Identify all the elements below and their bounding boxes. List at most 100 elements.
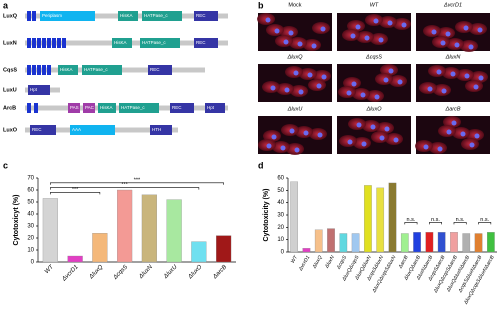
bar [302, 248, 311, 253]
domain [140, 38, 180, 48]
domain-label: PAC [85, 105, 95, 110]
domain [82, 65, 122, 75]
domain [148, 65, 172, 75]
nucleus [440, 40, 446, 46]
nucleus [473, 84, 479, 90]
transmembrane [32, 65, 36, 75]
nucleus [271, 134, 277, 140]
y-tick-label: 0 [31, 260, 35, 266]
y-tick-label: 60 [27, 188, 34, 194]
bar [191, 241, 207, 263]
bar [42, 198, 58, 263]
transmembrane [34, 103, 38, 113]
bar [487, 232, 495, 253]
nucleus [427, 86, 433, 92]
nucleus [316, 83, 322, 89]
significance-label: n.s. [431, 217, 440, 223]
y-axis-label: Cytotoxicity (%) [263, 189, 270, 242]
nucleus [311, 43, 317, 49]
significance-label: n.s. [456, 217, 465, 223]
nucleus [454, 42, 460, 48]
y-tick-label: 60 [277, 176, 284, 182]
bar [462, 233, 471, 253]
nucleus [374, 94, 380, 100]
significance-bracket [429, 222, 442, 225]
nucleus [270, 85, 276, 91]
x-tick-label: WT [44, 263, 56, 275]
domain [58, 65, 78, 75]
nucleus [387, 20, 393, 26]
protein-name: LuxN [3, 40, 17, 46]
x-tick-label: ΔluxN [138, 264, 155, 281]
x-tick-label: ΔvcrD1 [61, 264, 80, 283]
bar [141, 194, 157, 263]
transmembrane [42, 38, 46, 48]
bar [314, 229, 323, 253]
nucleus [346, 90, 352, 96]
domain-label: HATPase_c [84, 67, 108, 72]
nucleus [297, 41, 303, 47]
protein-name: ArcB [3, 105, 16, 111]
nucleus [437, 146, 443, 152]
transmembrane [27, 11, 31, 21]
significance-bracket [404, 222, 418, 225]
domain [70, 125, 115, 135]
nucleus [451, 120, 457, 126]
significance-bracket [478, 222, 492, 225]
x-tick-label: WT [290, 254, 300, 265]
micrograph-label: ΔarcB [445, 106, 461, 112]
x-tick-label: ΔcqsS [112, 264, 129, 281]
domain-label: Periplasm [42, 13, 62, 18]
nucleus [274, 28, 280, 34]
domain [83, 103, 95, 113]
nucleus [289, 128, 295, 134]
domain-label: Hpt [30, 87, 38, 92]
nucleus [469, 142, 475, 148]
bar [400, 233, 409, 253]
bar [425, 232, 434, 253]
y-axis-label: Cytotoxicyt (%) [13, 195, 20, 246]
nucleus [423, 144, 429, 150]
nucleus [350, 33, 356, 39]
y-tick-label: 0 [281, 250, 285, 256]
bar [413, 232, 421, 253]
nucleus [298, 89, 304, 95]
transmembrane [32, 38, 36, 48]
domain-label: REC [172, 105, 182, 110]
domain-label: REC [150, 67, 160, 72]
domain-label: HisKA [120, 13, 133, 18]
nucleus [388, 68, 394, 74]
domain-label: HTH [152, 127, 161, 132]
transmembrane [47, 65, 51, 75]
nucleus [294, 147, 300, 153]
nucleus [383, 77, 389, 83]
nucleus [379, 135, 385, 141]
nucleus [460, 131, 466, 137]
panel-label: b [258, 0, 264, 10]
domain [205, 103, 225, 113]
transmembrane [32, 11, 36, 21]
nucleus [360, 92, 366, 98]
bar [166, 199, 182, 263]
domain-label: HisKA [60, 67, 73, 72]
x-tick-label: ΔluxN [324, 254, 337, 270]
domain-label: AAA [72, 127, 81, 132]
y-tick-label: 50 [277, 188, 284, 194]
bar [339, 233, 348, 253]
bar [376, 187, 385, 253]
y-tick-label: 40 [277, 200, 284, 206]
y-tick-label: 20 [277, 225, 284, 231]
domain-label: REC [196, 13, 206, 18]
protein-name: LuxQ [3, 13, 18, 19]
y-tick-label: 10 [27, 248, 34, 254]
bar [364, 185, 372, 253]
nucleus [303, 130, 309, 136]
y-tick-label: 50 [27, 200, 34, 206]
bar [92, 233, 108, 263]
x-tick-label: ΔluxQ [88, 264, 105, 281]
nucleus [463, 25, 469, 31]
transmembrane [37, 38, 41, 48]
domain [194, 11, 218, 21]
x-tick-label: ΔarcB [212, 264, 229, 281]
